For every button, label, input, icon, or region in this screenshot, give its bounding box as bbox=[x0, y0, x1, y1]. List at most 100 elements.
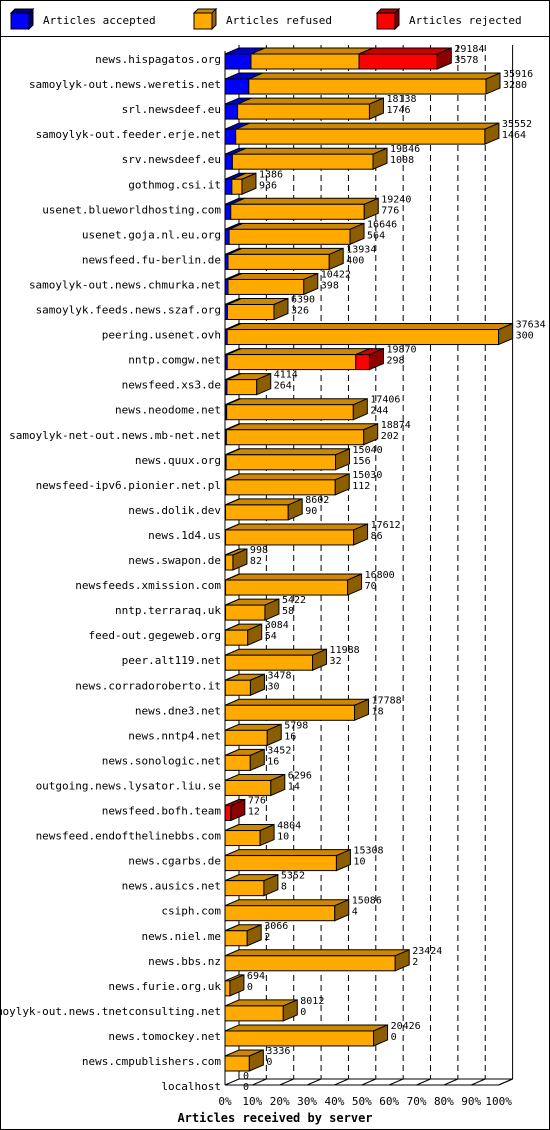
bar-side bbox=[303, 272, 319, 296]
bar-value-lower: 16 bbox=[267, 756, 279, 767]
bar-value-upper: 16800 bbox=[365, 570, 395, 581]
bar-top-articles-rejected bbox=[358, 47, 452, 55]
legend-swatch-rejected bbox=[375, 7, 401, 31]
bar-segment-articles-accepted bbox=[224, 178, 233, 195]
y-tick-label: srv.newsdeef.eu bbox=[122, 153, 221, 166]
bar-value-lower: 82 bbox=[250, 556, 262, 567]
x-tick-label: 20% bbox=[270, 1095, 290, 1108]
y-tick-label: news.niel.me bbox=[142, 930, 221, 943]
bar-value-lower: 112 bbox=[352, 481, 370, 492]
bar-side bbox=[246, 923, 262, 947]
bar-value-lower: 300 bbox=[516, 331, 534, 342]
bar-value-upper: 1386 bbox=[259, 169, 283, 180]
bar-value-lower: 398 bbox=[321, 280, 339, 291]
bar-value-lower: 0 bbox=[300, 1007, 306, 1018]
bar-value-lower: 156 bbox=[353, 456, 371, 467]
bar-value-lower: 2 bbox=[264, 932, 270, 943]
bar-segment-articles-refused bbox=[225, 554, 234, 571]
bar-value-lower: 8 bbox=[281, 882, 287, 893]
bar-top-articles-refused bbox=[224, 849, 351, 857]
bar-segment-articles-refused bbox=[224, 1055, 250, 1072]
bar-segment-articles-rejected bbox=[355, 354, 370, 371]
bar-side bbox=[436, 47, 452, 70]
bar-value-upper: 4804 bbox=[277, 821, 301, 832]
x-tick-label: 100% bbox=[485, 1095, 512, 1108]
legend-item-refused: Articles refused bbox=[192, 7, 332, 31]
bar-value-upper: 6390 bbox=[291, 295, 315, 306]
y-tick-label: news.1d4.us bbox=[148, 529, 221, 542]
y-tick-label: peering.usenet.ovh bbox=[102, 329, 221, 342]
bar-value-lower: 86 bbox=[371, 531, 383, 542]
bar-side bbox=[368, 347, 384, 371]
y-tick-label: news.dne3.net bbox=[135, 704, 221, 717]
bar-side bbox=[248, 1049, 264, 1072]
bar-value-upper: 3084 bbox=[265, 620, 289, 631]
bar-value-upper: 15308 bbox=[353, 846, 383, 857]
bar-value-lower: 54 bbox=[265, 631, 277, 642]
bar-value-upper: 15030 bbox=[352, 470, 382, 481]
x-tick-label: 70% bbox=[407, 1095, 427, 1108]
bar-side bbox=[498, 322, 514, 346]
bar-segment-articles-refused bbox=[230, 203, 365, 220]
bar-segment-articles-accepted bbox=[224, 103, 239, 120]
y-tick-label: usenet.blueworldhosting.com bbox=[42, 203, 221, 216]
bar-value-lower: 0 bbox=[266, 1057, 272, 1068]
bar-segment-articles-rejected bbox=[224, 805, 232, 821]
bar-side bbox=[282, 999, 298, 1022]
bar-top-articles-refused bbox=[225, 523, 368, 531]
bar-value-lower: 244 bbox=[370, 406, 388, 417]
floor-tick bbox=[443, 1078, 459, 1086]
bar-value-upper: 3336 bbox=[266, 1046, 290, 1057]
bar-segment-articles-refused bbox=[231, 178, 243, 195]
bar-side bbox=[263, 873, 279, 897]
bar-segment-articles-refused bbox=[224, 855, 337, 872]
x-tick-label: 30% bbox=[297, 1095, 317, 1108]
bar-value-upper: 6296 bbox=[288, 770, 312, 781]
bar-value-lower: 2 bbox=[412, 957, 418, 968]
y-tick-label: news.tomockey.net bbox=[108, 1030, 221, 1043]
bar-value-upper: 3478 bbox=[267, 670, 291, 681]
bar-segment-articles-refused bbox=[224, 905, 336, 922]
y-tick-label: news.nntp4.net bbox=[128, 729, 221, 742]
bar-segment-articles-refused bbox=[224, 779, 272, 796]
bar-segment-articles-refused bbox=[237, 103, 370, 120]
bar-value-upper: 19870 bbox=[386, 345, 416, 356]
bar-value-upper: 8012 bbox=[300, 996, 324, 1007]
y-tick-label: samoylyk-net-out.news.mb-net.net bbox=[9, 429, 221, 442]
bar-value-upper: 17788 bbox=[372, 695, 402, 706]
y-tick-label: newsfeed.bofh.team bbox=[102, 805, 222, 818]
bar-segment-articles-refused bbox=[224, 754, 251, 771]
y-tick-label: news.furie.org.uk bbox=[108, 980, 221, 993]
bar-value-lower: 202 bbox=[381, 431, 399, 442]
bar-segment-articles-refused bbox=[226, 404, 354, 421]
bar-value-lower: 58 bbox=[282, 606, 294, 617]
bar-segment-articles-rejected bbox=[358, 53, 438, 70]
y-tick-label: news.sonologic.net bbox=[102, 754, 221, 767]
bar-value-upper: 776 bbox=[248, 796, 266, 807]
floor-tick bbox=[306, 1078, 322, 1086]
bar-top-articles-refused bbox=[225, 573, 362, 581]
bar-side bbox=[347, 573, 363, 596]
floor-tick bbox=[388, 1078, 404, 1086]
bar-value-lower: 298 bbox=[386, 356, 404, 367]
bar-segment-articles-refused bbox=[227, 278, 305, 295]
y-tick-label: news.quux.org bbox=[135, 454, 221, 467]
bar-segment-articles-refused bbox=[226, 329, 500, 346]
bar-side bbox=[328, 247, 344, 271]
bar-top-articles-refused bbox=[225, 473, 350, 481]
bar-value-lower: 32 bbox=[330, 656, 342, 667]
legend-label-rejected: Articles rejected bbox=[409, 14, 522, 27]
bar-top-articles-refused bbox=[227, 272, 318, 280]
bar-value-lower: 264 bbox=[274, 381, 292, 392]
bar-value-upper: 17612 bbox=[371, 520, 401, 531]
x-tick-label: 10% bbox=[242, 1095, 262, 1108]
bar-side bbox=[229, 974, 245, 997]
bar-segment-articles-refused bbox=[224, 654, 314, 671]
bar-value-lower: 0 bbox=[243, 1082, 249, 1093]
bar-side bbox=[353, 523, 369, 546]
legend-divider bbox=[1, 36, 549, 37]
bar-segment-articles-refused bbox=[224, 629, 249, 646]
x-tick-label: 50% bbox=[352, 1095, 372, 1108]
bar-value-lower: 1464 bbox=[502, 130, 526, 141]
bar-value-lower: 12 bbox=[248, 807, 260, 818]
